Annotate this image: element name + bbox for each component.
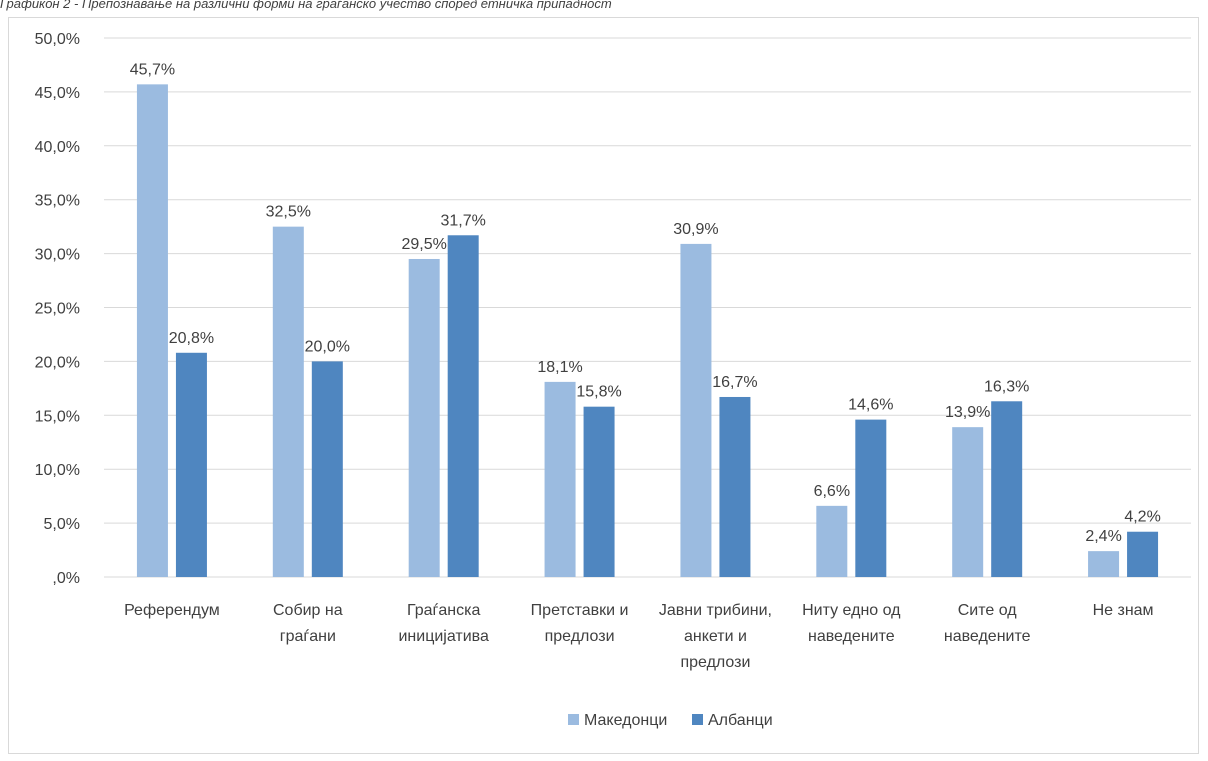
y-tick-label: 10,0% [35, 462, 80, 479]
legend-swatch [568, 714, 579, 725]
bar-makedonci [816, 505, 848, 577]
x-category-label: Сите од [958, 602, 1018, 619]
bar-makedonci [408, 258, 440, 577]
bar-makedonci [680, 243, 712, 577]
x-category-label: Собир на [273, 602, 343, 619]
data-label: 20,8% [169, 330, 214, 347]
data-label: 18,1% [537, 359, 582, 376]
x-category-label: Граѓанска [407, 602, 480, 619]
data-label: 15,8% [576, 384, 621, 401]
bar-makedonci [272, 226, 304, 577]
bar-makedonci [544, 381, 576, 577]
y-tick-label: 20,0% [35, 354, 80, 371]
chart-frame [8, 17, 1199, 754]
x-category-label: анкети и [684, 628, 747, 645]
data-label: 20,0% [305, 338, 350, 355]
x-category-label: иницијатива [398, 628, 489, 645]
x-category-label: Референдум [124, 602, 220, 619]
y-tick-label: 40,0% [35, 139, 80, 156]
y-tick-label: 5,0% [44, 516, 80, 533]
y-tick-label: ,0% [52, 570, 80, 587]
data-label: 4,2% [1124, 509, 1160, 526]
x-category-label: предлози [680, 654, 750, 671]
y-tick-label: 15,0% [35, 408, 80, 425]
bar-makedonci [136, 84, 168, 577]
data-label: 16,3% [984, 378, 1029, 395]
x-category-label: предлози [545, 628, 615, 645]
data-label: 16,7% [712, 374, 757, 391]
x-category-label: Јавни трибини, [659, 602, 772, 619]
bar-albanci [447, 235, 479, 578]
data-label: 30,9% [673, 221, 718, 238]
bar-albanci [311, 361, 343, 577]
data-label: 45,7% [130, 61, 175, 78]
x-category-label: Не знам [1093, 602, 1154, 619]
legend-label: Македонци [584, 712, 667, 729]
data-label: 14,6% [848, 397, 893, 414]
legend-swatch [692, 714, 703, 725]
legend-label: Албанци [708, 712, 773, 729]
x-category-label: Ниту едно од [802, 602, 901, 619]
data-label: 13,9% [945, 404, 990, 421]
x-category-label: наведените [944, 628, 1031, 645]
y-tick-label: 50,0% [35, 31, 80, 48]
y-tick-label: 35,0% [35, 193, 80, 210]
y-tick-label: 30,0% [35, 247, 80, 264]
data-label: 31,7% [441, 212, 486, 229]
bar-albanci [583, 406, 615, 577]
bar-makedonci [1088, 551, 1120, 577]
bar-albanci [991, 401, 1023, 577]
data-label: 32,5% [266, 204, 311, 221]
chart-title: Графикон 2 - Препознавање на различни фо… [0, 0, 612, 11]
x-category-label: граѓани [280, 628, 336, 645]
x-category-label: наведените [808, 628, 895, 645]
bar-albanci [855, 419, 887, 577]
y-tick-label: 25,0% [35, 301, 80, 318]
bar-albanci [1127, 531, 1159, 577]
bar-albanci [719, 396, 751, 577]
bar-makedonci [952, 427, 984, 577]
x-category-label: Претставки и [531, 602, 629, 619]
data-label: 6,6% [814, 483, 850, 500]
bar-albanci [175, 352, 207, 577]
data-label: 29,5% [402, 236, 447, 253]
y-tick-label: 45,0% [35, 85, 80, 102]
data-label: 2,4% [1085, 528, 1121, 545]
